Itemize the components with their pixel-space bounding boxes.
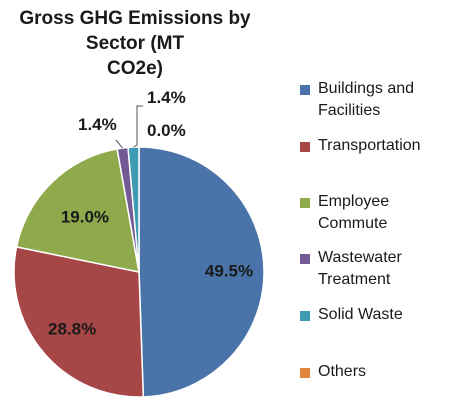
pie-slice-transportation-label: 28.8% [48, 319, 96, 338]
pie-slice-solid-waste-label: 1.4% [147, 88, 186, 107]
legend-swatch [300, 254, 310, 264]
legend-swatch [300, 142, 310, 152]
pie-slice-employee-commute-label: 19.0% [61, 207, 109, 226]
legend-swatch [300, 85, 310, 95]
chart-title: Gross GHG Emissions by Sector (MT CO2e) [0, 6, 270, 81]
legend-label: Employee Commute [318, 191, 448, 235]
pie-slice-others-label: 0.0% [147, 121, 186, 140]
legend-label-line: Buildings and [318, 80, 415, 97]
legend-label: Solid Waste [318, 304, 448, 326]
pie-slice-wastewater-treatment-label: 1.4% [78, 115, 117, 134]
legend-label-line: Others [318, 363, 367, 380]
legend-label: Buildings and Facilities [318, 78, 448, 122]
pie-slice-buildings-and-facilities [138, 146, 265, 398]
pie-slice-solid-waste-leader-line [133, 105, 143, 148]
legend-label-line: Commute [318, 215, 388, 232]
chart-title-line-2: CO2e) [107, 58, 163, 79]
legend-label-line: Facilities [318, 102, 381, 119]
legend-label-line: Employee [318, 193, 390, 210]
pie-slice-wastewater-treatment-leader-line [115, 139, 123, 149]
pie-slice-employee-commute [15, 148, 140, 273]
legend-label: Others [318, 361, 448, 383]
legend-swatch [300, 311, 310, 321]
legend-label-line: Transportation [318, 137, 421, 154]
chart-title-line-1: Gross GHG Emissions by Sector (MT [19, 8, 251, 54]
legend-swatch [300, 198, 310, 208]
pie-slice-transportation [13, 245, 145, 398]
legend-label: Wastewater Treatment [318, 247, 448, 291]
pie-slice-buildings-and-facilities-label: 49.5% [205, 261, 253, 280]
legend-swatch [300, 368, 310, 378]
legend-label: Transportation [318, 135, 448, 157]
legend-label-line: Wastewater [318, 249, 402, 266]
legend-label-line: Solid Waste [318, 306, 403, 323]
legend-label-line: Treatment [318, 271, 391, 288]
